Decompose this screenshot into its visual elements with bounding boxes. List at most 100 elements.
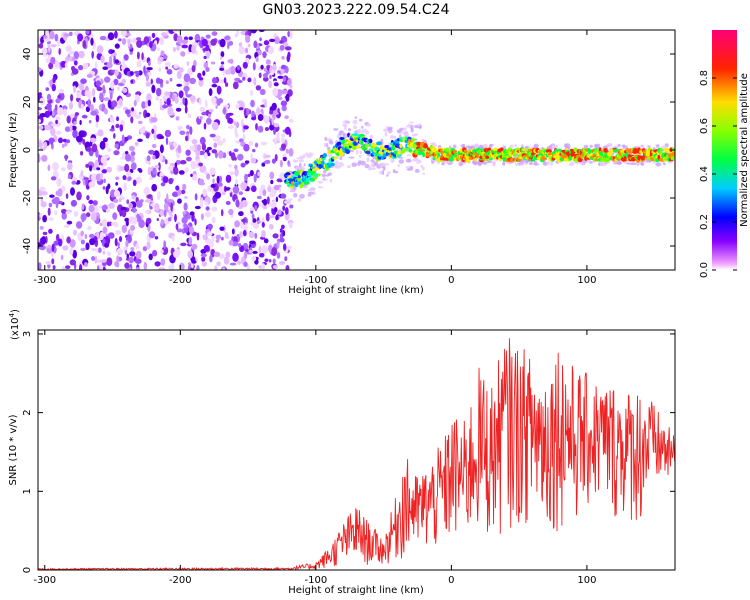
noise-blob [173,250,180,258]
noise-blob [252,148,256,153]
noise-blob [90,110,98,116]
halo-blob [570,161,576,164]
halo-blob [339,156,343,161]
noise-blob [129,251,136,257]
noise-blob [271,247,278,257]
noise-blob [159,171,164,177]
halo-blob [378,162,385,168]
noise-blob [263,72,268,79]
halo-blob [453,144,457,149]
noise-blob [90,37,94,46]
noise-blob [245,47,248,54]
noise-blob [39,226,44,230]
noise-blob [237,100,244,105]
noise-blob [255,56,259,63]
noise-blob [196,265,200,270]
noise-blob [99,92,104,102]
noise-blob [172,141,178,148]
noise-blob [113,198,119,204]
noise-blob [123,246,129,251]
noise-blob [114,230,122,235]
noise-blob [165,137,169,146]
noise-blob [99,140,106,150]
noise-blob [101,169,108,174]
noise-blob [219,79,226,84]
signal-blob [336,141,342,146]
halo-blob [444,160,451,164]
signal-blob [512,152,517,158]
noise-blob [277,75,284,79]
signal-blob [399,143,403,149]
noise-blob [50,44,57,48]
noise-blob [71,68,79,75]
signal-blob [412,143,416,148]
noise-blob [149,205,152,210]
halo-blob [412,158,418,162]
noise-blob [201,38,208,47]
noise-blob [284,46,292,51]
noise-blob [176,35,183,45]
noise-blob [269,259,272,263]
noise-blob [190,267,194,270]
noise-blob [124,163,130,172]
snr-y-multiplier: (x104) [8,309,21,340]
noise-blob [151,32,156,39]
noise-blob [203,62,209,69]
halo-blob [344,125,347,131]
noise-blob [185,87,188,97]
halo-blob [392,169,396,173]
noise-blob [62,245,69,251]
noise-blob [85,242,90,251]
halo-blob [296,157,301,160]
noise-blob [93,96,96,103]
noise-blob [73,51,80,60]
noise-blob [191,44,196,54]
noise-blob [157,56,164,62]
noise-blob [284,115,289,120]
noise-blob [74,112,80,116]
noise-blob [38,119,41,123]
noise-blob [173,64,179,69]
noise-blob [273,138,277,145]
noise-blob [239,231,243,238]
noise-blob [54,104,58,111]
noise-blob [159,144,164,154]
noise-blob [145,81,152,87]
noise-blob [229,171,235,176]
halo-blob [533,143,539,149]
colorbar-ticks: 0.0 0.2 0.4 0.6 0.8 [699,70,737,278]
halo-blob [589,161,593,164]
halo-blob [421,138,425,141]
noise-blob [47,164,51,172]
noise-blob [284,207,289,215]
noise-blob [188,236,193,246]
noise-blob [48,137,55,144]
noise-blob [169,112,175,116]
noise-blob [277,209,282,216]
noise-blob [45,245,52,249]
noise-blob [80,247,87,252]
noise-blob [210,183,216,188]
noise-blob [66,220,73,225]
noise-blob [165,91,171,96]
noise-blob [38,125,44,130]
noise-blob [160,258,166,266]
noise-blob [102,66,109,70]
noise-blob [187,250,193,259]
signal-blob [352,133,359,137]
noise-blob [186,213,191,220]
noise-blob [220,51,225,58]
signal-blob [485,155,490,159]
noise-blob [38,67,42,72]
noise-blob [118,38,122,42]
noise-blob [132,37,138,44]
noise-blob [134,70,140,75]
noise-blob [79,120,82,125]
noise-blob [225,174,232,183]
noise-blob [64,126,71,132]
noise-blob [268,80,272,89]
noise-blob [212,77,218,84]
halo-blob [398,159,404,164]
noise-blob [50,128,56,136]
noise-blob [268,46,274,54]
